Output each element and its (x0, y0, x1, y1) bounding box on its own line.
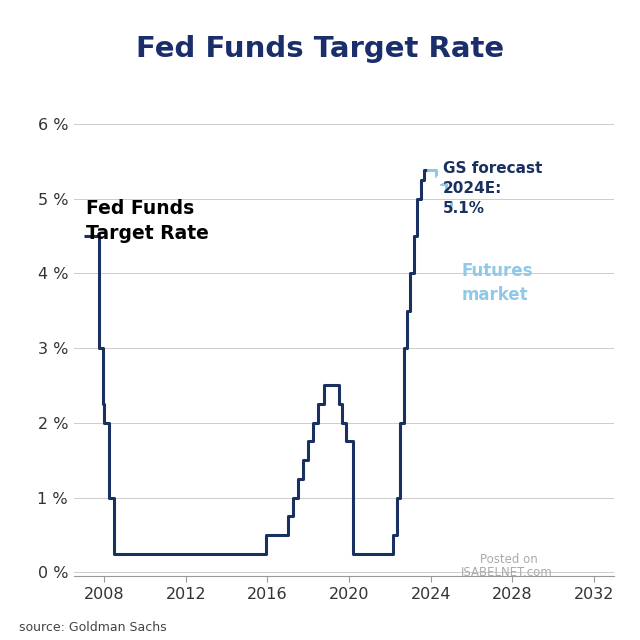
Text: ISABELNET.com: ISABELNET.com (461, 566, 552, 579)
Text: GS forecast
2024E:
5.1%: GS forecast 2024E: 5.1% (443, 161, 542, 216)
Text: Futures
market: Futures market (461, 262, 533, 303)
Text: Posted on: Posted on (480, 554, 538, 566)
Text: Fed Funds
Target Rate: Fed Funds Target Rate (86, 198, 209, 243)
Text: Fed Funds Target Rate: Fed Funds Target Rate (136, 35, 504, 63)
Text: source: Goldman Sachs: source: Goldman Sachs (19, 621, 167, 634)
